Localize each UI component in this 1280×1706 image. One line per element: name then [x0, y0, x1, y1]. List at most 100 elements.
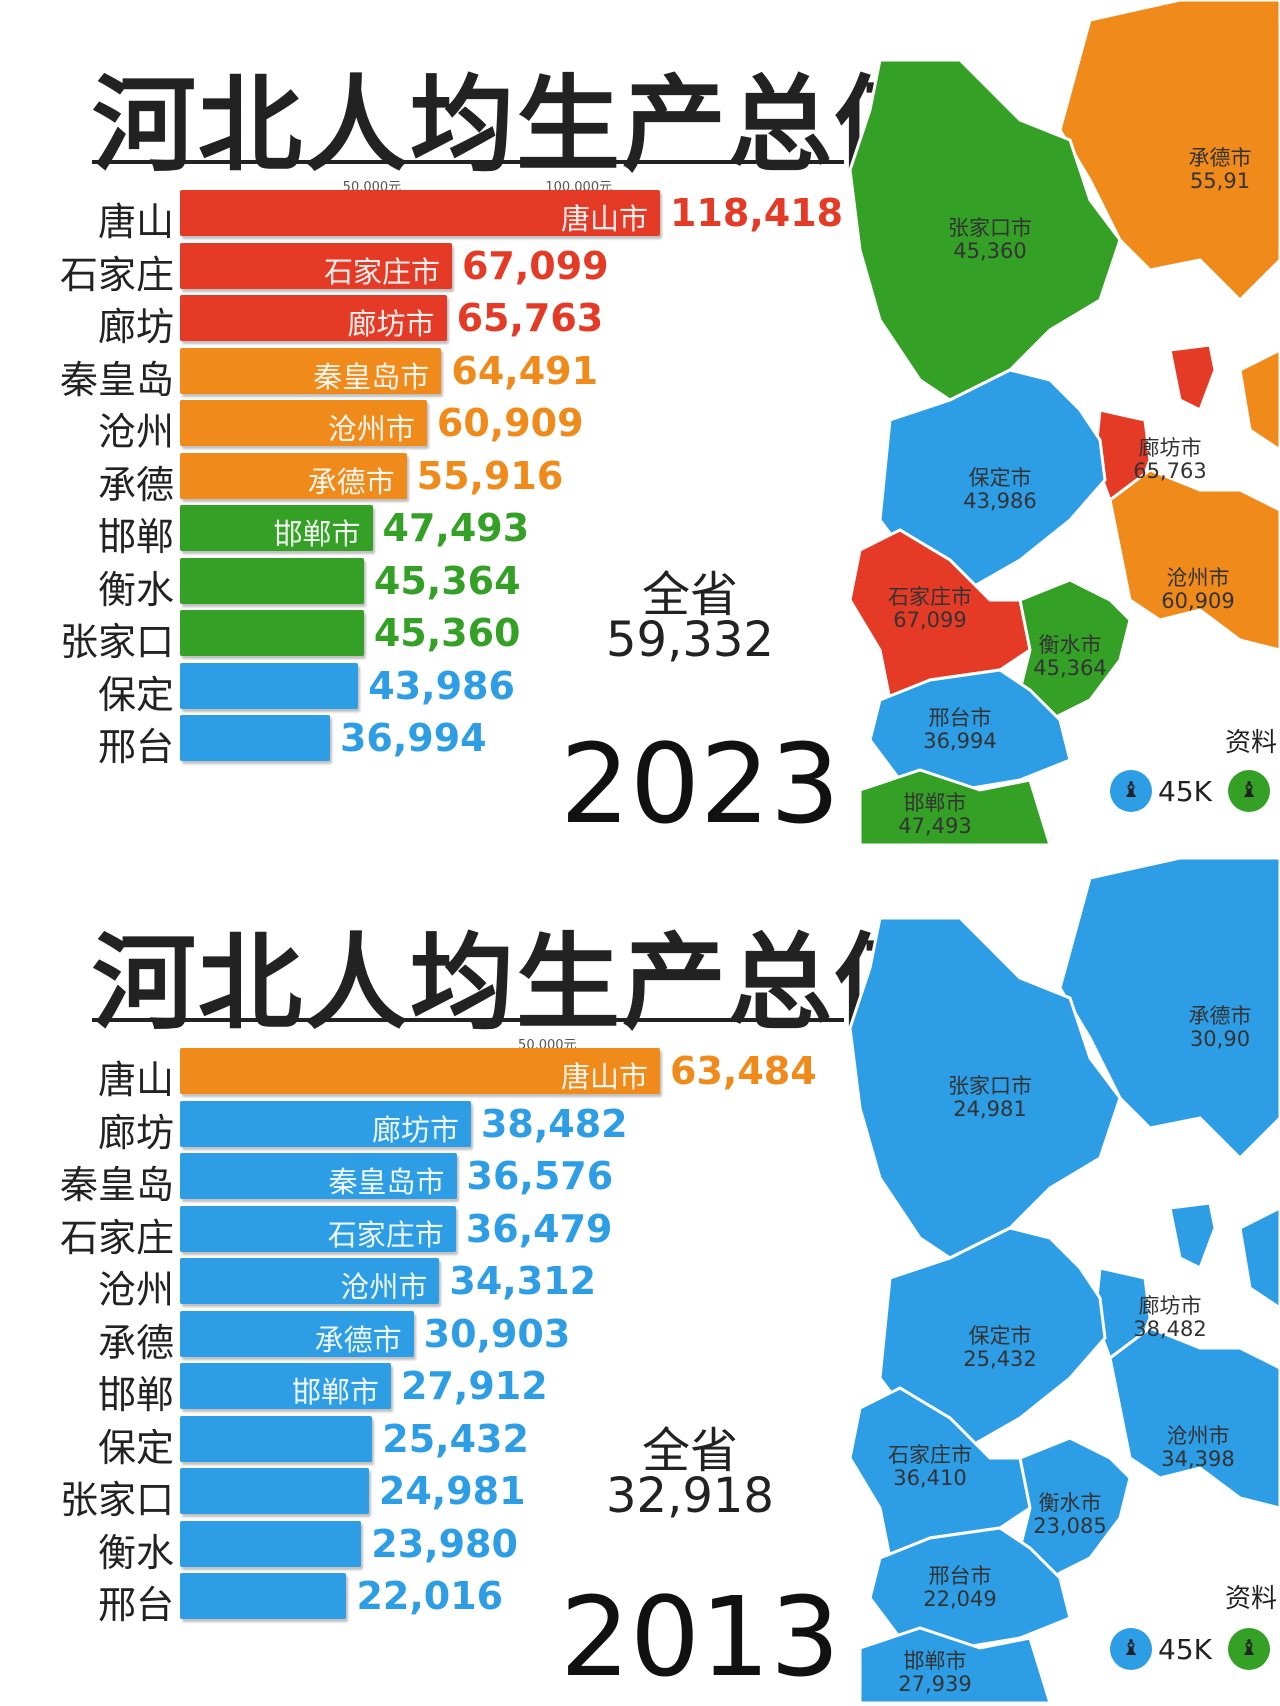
hebei-map: 承德市 30,90 张家口市 24,981 廊坊市 38,482 保定市 25,… [848, 858, 1280, 1703]
bar [180, 557, 364, 604]
map-label-langfang-name: 廊坊市 [1139, 436, 1202, 460]
map-region-hengshui [1018, 578, 1132, 722]
chart-title: 河北人均生产总值 [92, 64, 941, 186]
map-label-langfang-name: 廊坊市 [1139, 1294, 1202, 1318]
data-label: 25,432 [382, 1416, 529, 1461]
map-region-qinhuangdao-fragment [1238, 1206, 1280, 1310]
year-label: 2013 [560, 1573, 840, 1701]
category-label: 张家口 [59, 620, 174, 664]
speed-label: 45K [1158, 775, 1212, 808]
category-label: 邢台 [97, 725, 174, 769]
map-label-chengde-name: 承德市 [1189, 146, 1252, 170]
runner-icon[interactable]: ♝ [1110, 770, 1152, 812]
map-label-chengde-value: 30,90 [1190, 1027, 1250, 1051]
map-region-handan [858, 1626, 1052, 1703]
map-label-langfang-value: 38,482 [1133, 1317, 1206, 1341]
source-label: 资料 [1225, 1584, 1278, 1614]
year-label: 2023 [560, 720, 840, 845]
category-label: 廊坊 [97, 1110, 174, 1155]
map-region-chengde [1058, 858, 1280, 1161]
map-region-tangshan-fragment [1168, 343, 1217, 413]
bar [180, 400, 427, 446]
province-total-label: 全省 [641, 1423, 738, 1479]
map-region-zhangjiakou [848, 58, 1122, 402]
data-label: 24,981 [378, 1469, 526, 1513]
data-label: 55,916 [416, 453, 564, 498]
bar-inner-label: 邯郸市 [292, 1375, 380, 1409]
map-label-cangzhou-value: 34,398 [1161, 1447, 1234, 1471]
category-label: 衡水 [97, 567, 174, 612]
category-label: 唐山 [97, 1058, 174, 1102]
data-label: 36,576 [466, 1154, 614, 1198]
map-label-handan-value: 27,939 [898, 1672, 971, 1696]
data-label: 67,099 [461, 243, 609, 288]
category-label: 保定 [97, 672, 174, 717]
title-underline [92, 160, 844, 164]
bar [180, 242, 452, 289]
runner-icon[interactable]: ♝ [1110, 1628, 1152, 1670]
map-label-hengshui-value: 23,085 [1033, 1514, 1106, 1538]
data-label: 23,980 [371, 1521, 518, 1566]
bar [180, 1100, 471, 1147]
bar [180, 1363, 392, 1409]
map-label-zhangjiakou-name: 张家口市 [948, 216, 1032, 240]
data-label: 64,491 [451, 348, 599, 393]
bar-inner-label: 石家庄市 [327, 1217, 444, 1252]
map-region-xingtai [868, 1526, 1072, 1650]
category-label: 秦皇岛 [59, 1163, 174, 1207]
bar [180, 1310, 414, 1357]
map-label-xingtai-value: 36,994 [923, 729, 996, 753]
bar-inner-label: 沧州市 [327, 412, 415, 446]
bar [180, 1258, 440, 1304]
bar [180, 1520, 362, 1567]
map-region-chengde [1058, 0, 1280, 303]
map-region-tangshan-fragment [1168, 1201, 1217, 1271]
bar [180, 1415, 373, 1462]
category-label: 石家庄 [59, 252, 174, 297]
data-label: 22,016 [356, 1574, 504, 1618]
source-label: 资料 [1225, 728, 1278, 758]
data-label: 43,986 [368, 663, 515, 708]
bar [180, 1468, 369, 1514]
category-label: 邯郸 [97, 515, 174, 559]
category-label: 廊坊 [97, 305, 174, 349]
category-label: 衡水 [97, 1530, 174, 1575]
map-label-handan-name: 邯郸市 [904, 1649, 967, 1673]
bar [180, 295, 447, 341]
category-label: 承德 [97, 1320, 174, 1365]
map-label-langfang-value: 65,763 [1133, 459, 1206, 483]
category-label: 沧州 [97, 410, 174, 454]
map-label-shijiazhuang-value: 36,410 [893, 1466, 966, 1490]
data-label: 45,360 [373, 611, 521, 655]
gridline [558, 1048, 560, 1648]
data-label: 65,763 [456, 296, 604, 340]
title-underline [92, 1018, 844, 1022]
map-label-xingtai-name: 邢台市 [929, 706, 992, 730]
runner-icon[interactable]: ♝ [1228, 770, 1270, 812]
data-label: 34,312 [449, 1259, 597, 1303]
bar-inner-label: 沧州市 [340, 1270, 428, 1304]
bar [180, 715, 330, 761]
bar-inner-label: 廊坊市 [371, 1112, 459, 1147]
bar-inner-label: 唐山市 [560, 202, 648, 236]
bar-inner-label: 邯郸市 [273, 517, 361, 551]
bar [180, 610, 364, 656]
map-label-zhangjiakou-value: 45,360 [953, 239, 1026, 263]
category-label: 唐山 [97, 200, 174, 244]
data-label: 118,418 [670, 191, 844, 235]
bar [180, 347, 442, 394]
category-label: 张家口 [59, 1478, 174, 1522]
category-label: 承德 [97, 462, 174, 507]
runner-icon[interactable]: ♝ [1228, 1628, 1270, 1670]
bar [180, 1573, 347, 1619]
map-region-qinhuangdao-fragment [1238, 348, 1280, 452]
map-region-hengshui [1018, 1436, 1132, 1580]
map-label-zhangjiakou-value: 24,981 [953, 1097, 1026, 1121]
map-region-cangzhou [1108, 468, 1280, 652]
map-label-hengshui-name: 衡水市 [1039, 633, 1102, 657]
bar [180, 452, 407, 499]
map-region-shijiazhuang [848, 1386, 1032, 1561]
map-label-cangzhou-name: 沧州市 [1167, 1424, 1230, 1448]
map-region-zhangjiakou [848, 916, 1122, 1260]
category-label: 石家庄 [59, 1215, 174, 1260]
